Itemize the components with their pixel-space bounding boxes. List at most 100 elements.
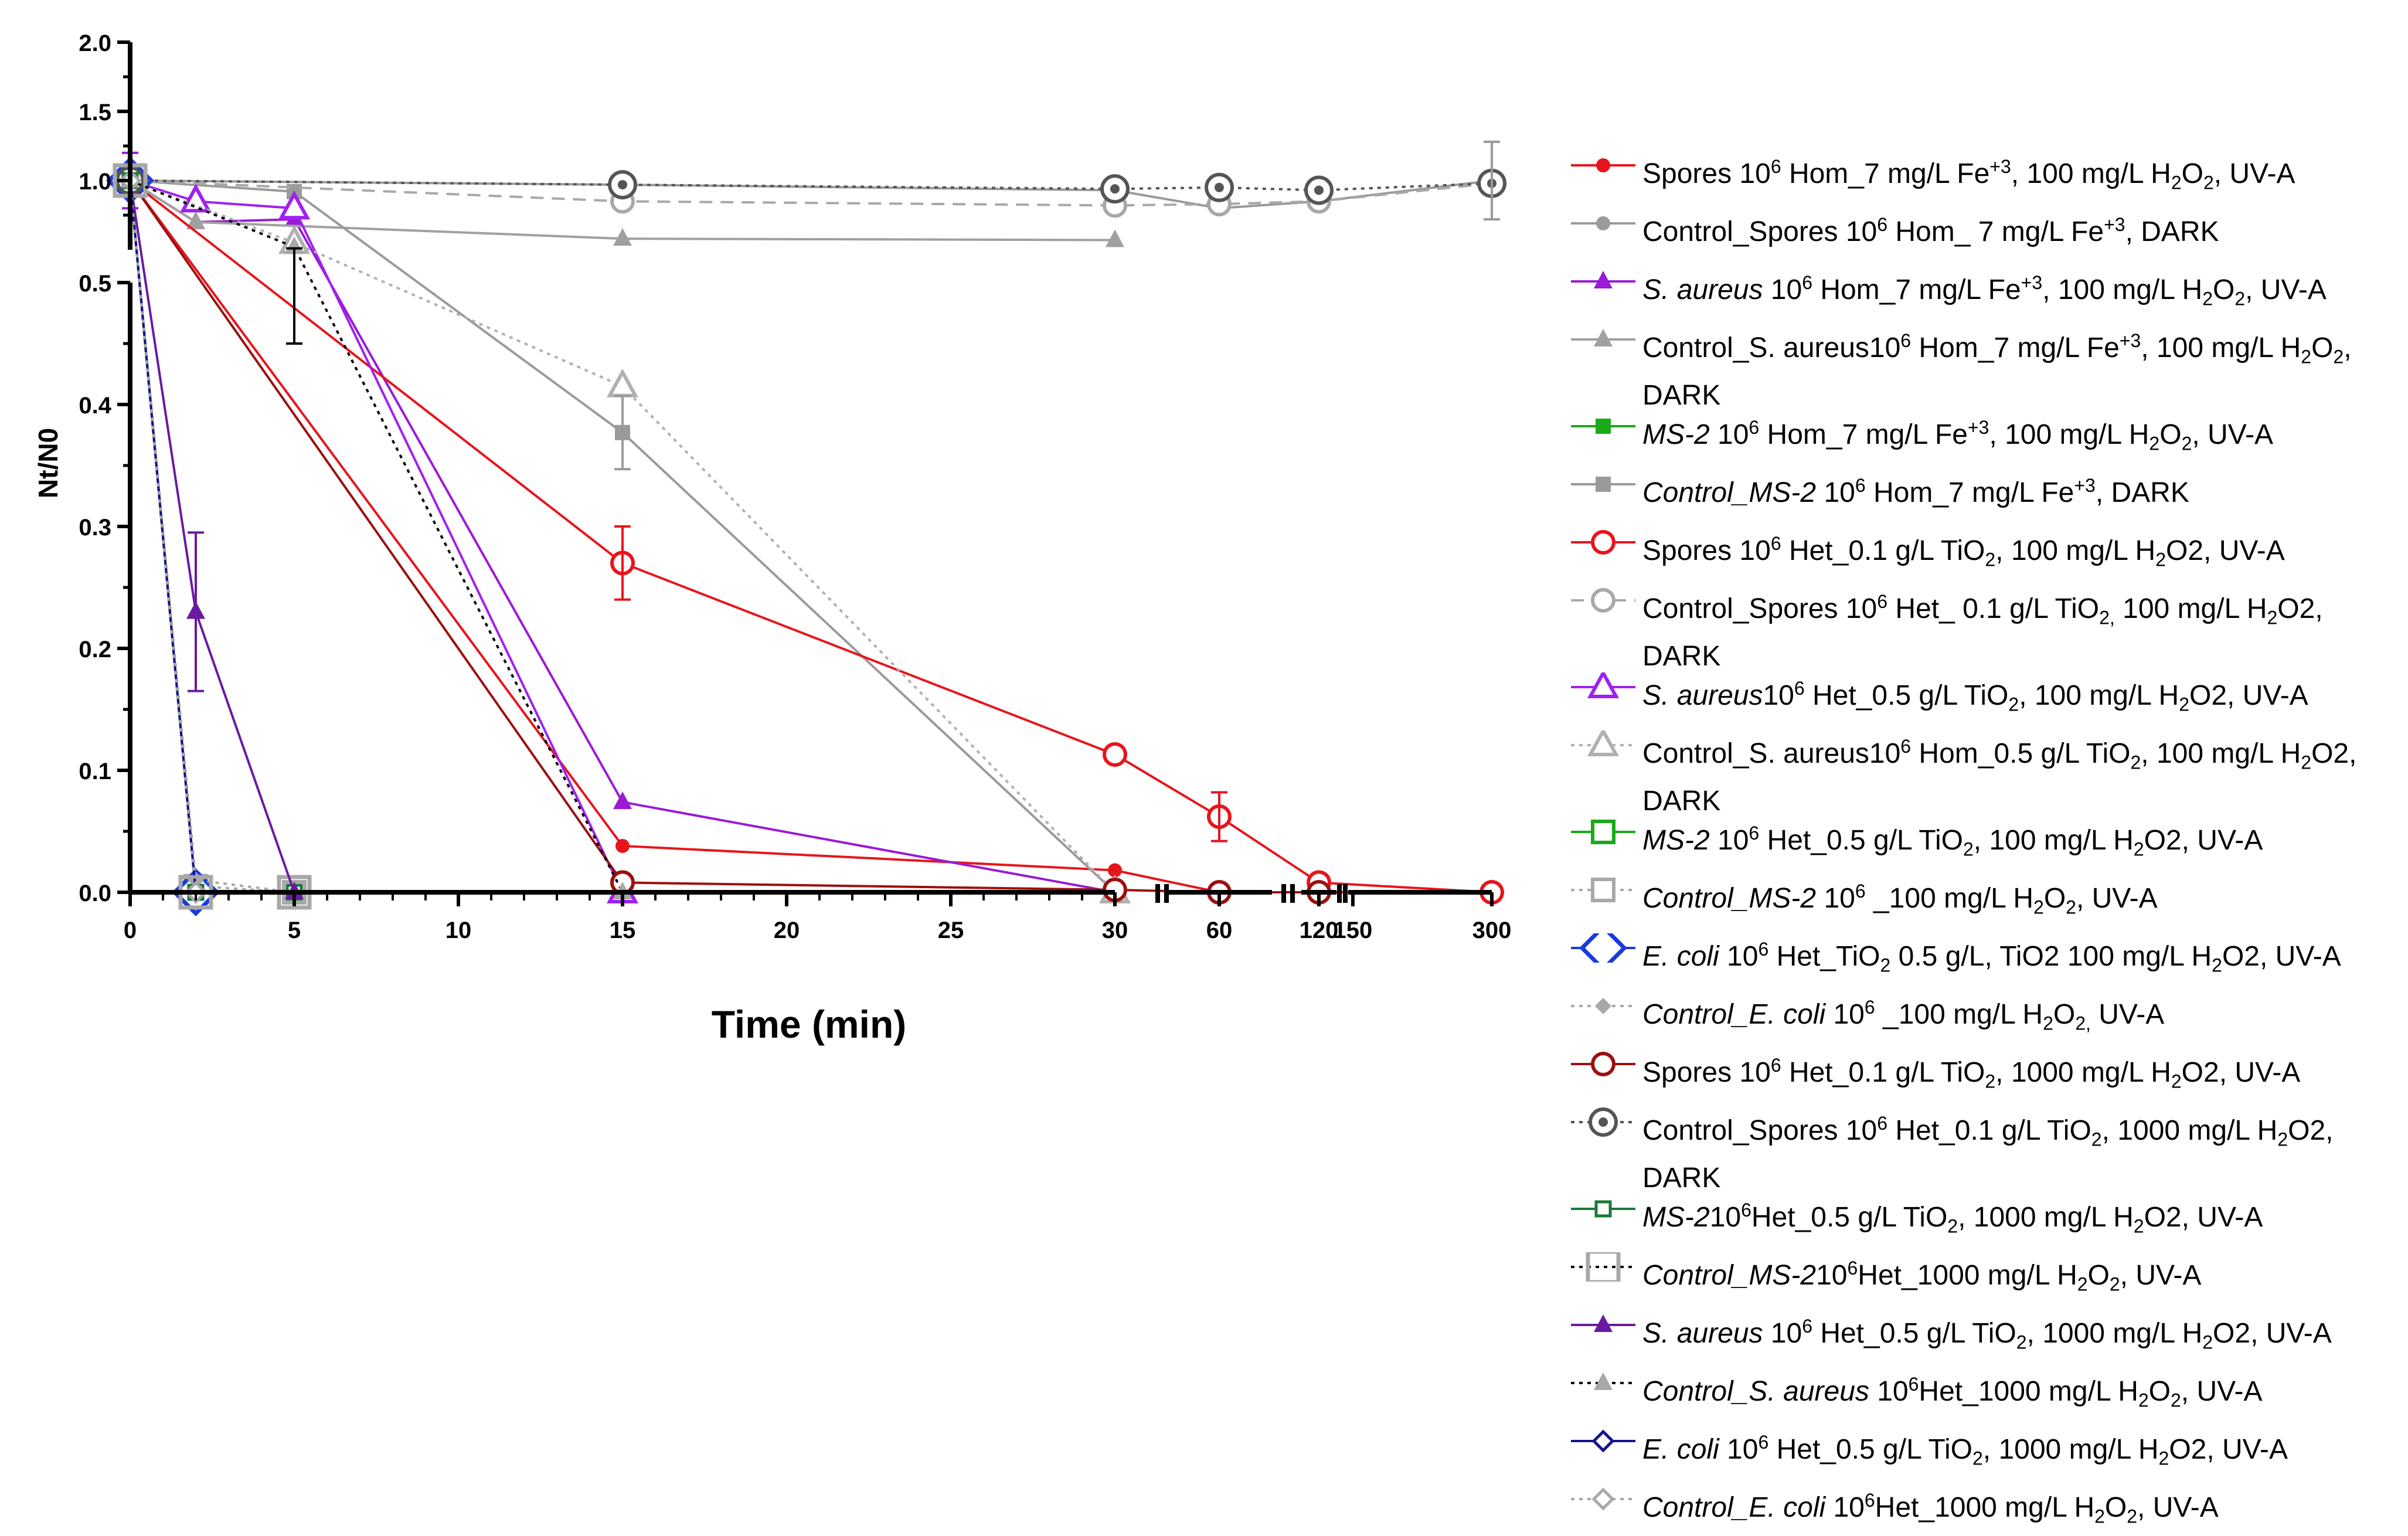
legend-text: , xyxy=(2344,332,2352,363)
legend-text: +3 xyxy=(2074,475,2096,496)
series-21 xyxy=(118,169,208,904)
legend-text: 2 xyxy=(2016,1331,2027,1353)
legend-text: 2 xyxy=(1963,838,1974,860)
legend-text: , 100 mg/L H xyxy=(1995,535,2156,566)
data-point xyxy=(1591,1487,1615,1511)
legend-text: , 1000 mg/L H xyxy=(1982,1434,2159,1465)
legend-text: , 100 mg/L H xyxy=(1973,825,2134,856)
legend-marker xyxy=(1571,1487,1635,1511)
legend-text: DARK xyxy=(1642,379,1721,411)
legend-text: 2 xyxy=(2212,954,2222,976)
legend-item: Control_MS-2 106 _100 mg/L H2O2, UV-A xyxy=(1547,868,2392,926)
legend-text: Control_MS-2 xyxy=(1642,883,1817,914)
legend-marker xyxy=(1571,933,1635,963)
legend-text: 2 xyxy=(2109,1273,2120,1295)
data-point xyxy=(179,183,212,213)
legend-marker xyxy=(1571,329,1635,346)
legend-text: 2, xyxy=(2075,1012,2091,1034)
series-17 xyxy=(121,172,303,901)
legend-text: 2 xyxy=(2171,1071,2182,1092)
data-point xyxy=(1106,229,1124,247)
legend-text: 10 xyxy=(1709,419,1749,450)
legend-item: Control_Spores 106 Het_ 0.1 g/L TiO2, 10… xyxy=(1547,579,2392,672)
series-line xyxy=(130,179,1116,893)
legend-label: Control_MS-2 106 Hom_7 mg/L Fe+3, DARK xyxy=(1642,466,2189,512)
legend-text: 10 xyxy=(1825,1492,1865,1523)
legend-marker xyxy=(1571,1252,1635,1282)
legend-text: 2 xyxy=(2008,694,2019,715)
legend-label: Control_MS-2106Het_1000 mg/L H2O2, UV-A xyxy=(1642,1249,2201,1304)
legend-label: S. aureus 106 Het_0.5 g/L TiO2, 1000 mg/… xyxy=(1642,1307,2332,1362)
data-point xyxy=(1591,1052,1615,1076)
legend-text: O2, UV-A xyxy=(2181,1057,2301,1088)
legend-text: DARK xyxy=(1642,640,1721,672)
series-line xyxy=(129,179,1492,893)
series-layer xyxy=(106,140,1506,916)
legend-text: Control_Spores 10 xyxy=(1642,1115,1878,1146)
legend-text: Control_MS-2 xyxy=(1642,477,1817,508)
legend-text: Hom_7 mg/L Fe xyxy=(1911,332,2120,363)
legend-text: 2 xyxy=(2171,1389,2181,1411)
legend-item: Spores 106 Hom_7 mg/L Fe+3, 100 mg/L H2O… xyxy=(1547,144,2392,202)
legend-text: E. coli xyxy=(1642,1434,1719,1465)
legend-text: Het_1000 mg/L H xyxy=(1875,1492,2095,1523)
legend-text: Hom_ 7 mg/L Fe xyxy=(1887,216,2104,247)
legend-text: S. aureus xyxy=(1642,274,1763,305)
legend-marker xyxy=(1571,1200,1635,1218)
data-point xyxy=(615,838,630,853)
legend-text: , 100 mg/L H xyxy=(2141,738,2301,769)
data-point-inner xyxy=(618,180,627,190)
legend-text: 6 xyxy=(1770,156,1781,177)
legend-text: Control_Spores 10 xyxy=(1642,216,1878,247)
legend-text: , UV-A xyxy=(2181,1376,2263,1407)
legend-text: O xyxy=(2148,1376,2171,1407)
data-point xyxy=(186,211,205,229)
legend-marker xyxy=(1571,216,1635,230)
data-point xyxy=(1108,863,1122,878)
series-15 xyxy=(118,168,1331,905)
legend-label: E. coli 106 Het_0.5 g/L TiO2, 1000 mg/L … xyxy=(1642,1423,2288,1478)
legend-item: S. aureus 106 Het_0.5 g/L TiO2, 1000 mg/… xyxy=(1547,1303,2392,1361)
legend-text: , UV-A xyxy=(2137,1492,2219,1523)
data-point xyxy=(1587,672,1620,698)
legend-text: , 100 mg/L H xyxy=(2011,158,2171,189)
legend-item: S. aureus 106 Hom_7 mg/L Fe+3, 100 mg/L … xyxy=(1547,260,2392,318)
legend-text: O2, UV-A xyxy=(2213,1318,2332,1349)
legend-text: 2 xyxy=(2127,1506,2138,1527)
legend-text: 6 xyxy=(1758,1432,1769,1453)
data-point xyxy=(278,190,311,220)
legend-text: Control_S. aureus xyxy=(1642,1376,1869,1407)
legend-item: Control_S. aureus106 Hom_0.5 g/L TiO2, 1… xyxy=(1547,723,2392,817)
legend-item: Spores 106 Het_0.1 g/L TiO2, 1000 mg/L H… xyxy=(1547,1042,2392,1100)
data-point xyxy=(1594,1372,1613,1390)
data-point xyxy=(1591,530,1615,555)
series-7 xyxy=(118,168,1504,905)
legend-text: 6 xyxy=(1802,272,1812,293)
legend-text: 2 xyxy=(2149,433,2160,454)
legend-text: Hom_7 mg/L Fe xyxy=(1812,274,2021,305)
legend-item: E. coli 106 Het_0.5 g/L TiO2, 1000 mg/L … xyxy=(1547,1419,2392,1477)
legend-text: 6 xyxy=(1877,1113,1888,1134)
data-point xyxy=(1595,998,1611,1014)
legend-text: 10 xyxy=(1869,1376,1909,1407)
legend-text: 6 xyxy=(1900,736,1912,757)
legend-text: 2 xyxy=(2202,1331,2213,1353)
series-line xyxy=(130,179,1116,893)
legend-text: 6 xyxy=(1908,1374,1919,1395)
legend-text: , 100 mg/L H xyxy=(2042,274,2203,305)
legend-label: Spores 106 Het_0.1 g/L TiO2, 100 mg/L H2… xyxy=(1642,524,2285,579)
legend-text: , 100 mg/L H xyxy=(1989,419,2149,450)
legend-text: , DARK xyxy=(2125,216,2219,247)
x-tick-label: 300 xyxy=(1472,917,1512,943)
legend-text: , 1000 mg/L H xyxy=(1995,1057,2171,1088)
legend-item: Control_MS-2106Het_1000 mg/L H2O2, UV-A xyxy=(1547,1245,2392,1303)
legend-text: 2 xyxy=(2171,172,2182,193)
legend-item: Control_E. coli 106 _100 mg/L H2O2, UV-A xyxy=(1547,984,2392,1042)
legend-item: MS-2 106 Hom_7 mg/L Fe+3, 100 mg/L H2O2,… xyxy=(1547,405,2392,463)
legend-text: O xyxy=(2159,419,2182,450)
y-tick-label: 0.4 xyxy=(79,393,111,419)
legend-text: O2, xyxy=(2288,1115,2334,1146)
legend-text: DARK xyxy=(1642,1162,1721,1194)
legend-text: S. aureus xyxy=(1642,680,1763,711)
legend-text: 2 xyxy=(2133,1215,2144,1237)
